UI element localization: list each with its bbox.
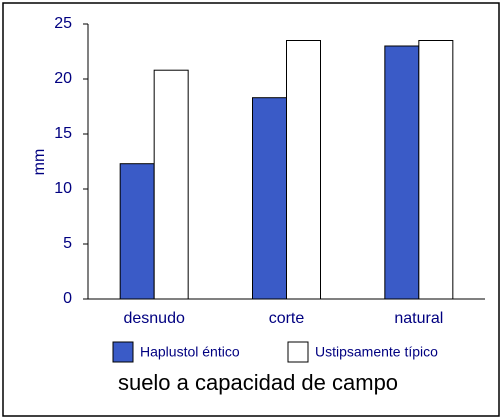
- legend-swatch: [287, 341, 309, 363]
- bar: [119, 163, 155, 300]
- x-tick-label: corte: [269, 310, 305, 327]
- y-tick-label: 25: [54, 15, 72, 32]
- y-tick-label: 20: [54, 70, 72, 87]
- legend-label: Haplustol éntico: [140, 344, 240, 360]
- y-axis-label: mm: [31, 149, 48, 176]
- bar: [384, 45, 420, 300]
- y-tick-label: 5: [63, 235, 72, 252]
- bar: [286, 40, 321, 300]
- bar: [153, 69, 189, 300]
- chart-title: suelo a capacidad de campo: [118, 370, 398, 395]
- x-tick-label: natural: [394, 310, 443, 327]
- y-tick-label: 15: [54, 125, 72, 142]
- bar: [418, 40, 454, 300]
- legend-swatch: [112, 341, 134, 363]
- y-tick-label: 10: [54, 180, 72, 197]
- bar: [252, 97, 287, 300]
- legend-label: Ustipsamente típico: [315, 344, 438, 360]
- y-tick-label: 0: [63, 290, 72, 307]
- x-tick-label: desnudo: [123, 310, 184, 327]
